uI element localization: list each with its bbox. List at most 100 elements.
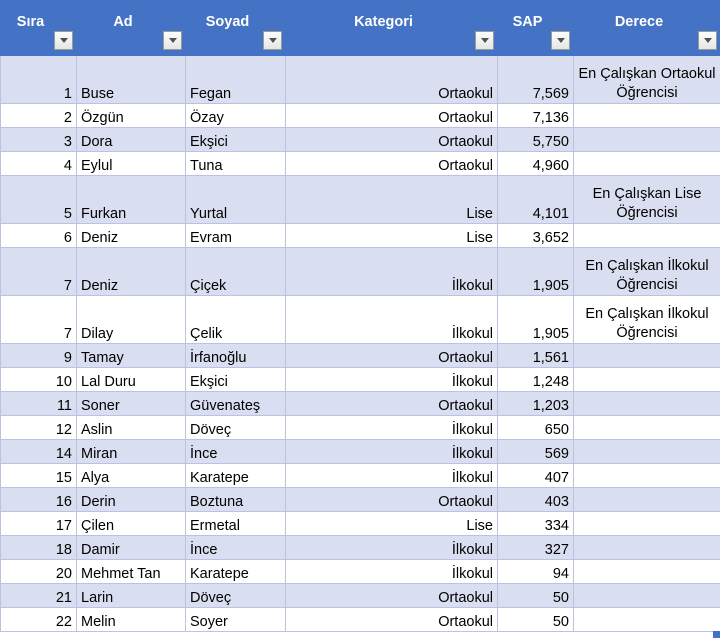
cell-soyad[interactable]: Karatepe	[185, 463, 286, 488]
cell-ad[interactable]: Mehmet Tan	[76, 559, 186, 584]
cell-soyad[interactable]: Döveç	[185, 583, 286, 608]
cell-sap[interactable]: 407	[497, 463, 574, 488]
table-row[interactable]: 11 Soner Güvenateş Ortaokul 1,203	[0, 391, 720, 416]
cell-ad[interactable]: Larin	[76, 583, 186, 608]
cell-sap[interactable]: 1,905	[497, 295, 574, 344]
cell-sap[interactable]: 1,203	[497, 391, 574, 416]
cell-soyad[interactable]: Soyer	[185, 607, 286, 632]
filter-dropdown-icon[interactable]	[263, 31, 282, 50]
cell-sira[interactable]: 18	[0, 535, 77, 560]
cell-sap[interactable]: 403	[497, 487, 574, 512]
cell-kategori[interactable]: İlkokul	[285, 367, 498, 392]
cell-sira[interactable]: 6	[0, 223, 77, 248]
cell-sira[interactable]: 14	[0, 439, 77, 464]
cell-derece[interactable]	[573, 223, 720, 248]
cell-sira[interactable]: 10	[0, 367, 77, 392]
cell-soyad[interactable]: Döveç	[185, 415, 286, 440]
column-header-soyad[interactable]: Soyad	[185, 0, 286, 56]
cell-sira[interactable]: 16	[0, 487, 77, 512]
cell-soyad[interactable]: Ekşici	[185, 127, 286, 152]
cell-kategori[interactable]: Ortaokul	[285, 103, 498, 128]
cell-soyad[interactable]: İnce	[185, 535, 286, 560]
cell-kategori[interactable]: Ortaokul	[285, 55, 498, 104]
cell-kategori[interactable]: Ortaokul	[285, 391, 498, 416]
cell-sap[interactable]: 5,750	[497, 127, 574, 152]
table-row[interactable]: 7 Deniz Çiçek İlkokul 1,905 En Çalışkan İlkok…	[0, 247, 720, 296]
cell-sap[interactable]: 1,248	[497, 367, 574, 392]
cell-kategori[interactable]: Ortaokul	[285, 583, 498, 608]
table-row[interactable]: 4 Eylul Tuna Ortaokul 4,960	[0, 151, 720, 176]
cell-sira[interactable]: 4	[0, 151, 77, 176]
cell-kategori[interactable]: İlkokul	[285, 247, 498, 296]
cell-derece[interactable]	[573, 151, 720, 176]
cell-sap[interactable]: 327	[497, 535, 574, 560]
cell-sira[interactable]: 11	[0, 391, 77, 416]
cell-soyad[interactable]: Karatepe	[185, 559, 286, 584]
cell-derece[interactable]	[573, 607, 720, 632]
cell-soyad[interactable]: Fegan	[185, 55, 286, 104]
cell-soyad[interactable]: İnce	[185, 439, 286, 464]
cell-sira[interactable]: 7	[0, 247, 77, 296]
table-row[interactable]: 10 Lal Duru Ekşici İlkokul 1,248	[0, 367, 720, 392]
cell-soyad[interactable]: Güvenateş	[185, 391, 286, 416]
cell-sap[interactable]: 650	[497, 415, 574, 440]
cell-ad[interactable]: Aslin	[76, 415, 186, 440]
cell-ad[interactable]: Deniz	[76, 247, 186, 296]
cell-sap[interactable]: 1,561	[497, 343, 574, 368]
cell-sira[interactable]: 12	[0, 415, 77, 440]
cell-sira[interactable]: 15	[0, 463, 77, 488]
cell-derece[interactable]	[573, 103, 720, 128]
cell-kategori[interactable]: Lise	[285, 511, 498, 536]
cell-ad[interactable]: Melin	[76, 607, 186, 632]
table-row[interactable]: 22 Melin Soyer Ortaokul 50	[0, 607, 720, 632]
cell-sap[interactable]: 50	[497, 583, 574, 608]
cell-sira[interactable]: 2	[0, 103, 77, 128]
cell-sira[interactable]: 21	[0, 583, 77, 608]
cell-soyad[interactable]: Özay	[185, 103, 286, 128]
filter-dropdown-icon[interactable]	[54, 31, 73, 50]
cell-sap[interactable]: 569	[497, 439, 574, 464]
table-row[interactable]: 6 Deniz Evram Lise 3,652	[0, 223, 720, 248]
cell-derece[interactable]	[573, 583, 720, 608]
cell-kategori[interactable]: Ortaokul	[285, 343, 498, 368]
table-row[interactable]: 9 Tamay İrfanoğlu Ortaokul 1,561	[0, 343, 720, 368]
column-header-sap[interactable]: SAP	[497, 0, 574, 56]
cell-sap[interactable]: 7,569	[497, 55, 574, 104]
cell-derece[interactable]	[573, 367, 720, 392]
cell-soyad[interactable]: Çiçek	[185, 247, 286, 296]
cell-kategori[interactable]: İlkokul	[285, 463, 498, 488]
table-row[interactable]: 18 Damir İnce İlkokul 327	[0, 535, 720, 560]
column-header-kategori[interactable]: Kategori	[285, 0, 498, 56]
cell-sap[interactable]: 4,101	[497, 175, 574, 224]
cell-ad[interactable]: Eylul	[76, 151, 186, 176]
cell-ad[interactable]: Furkan	[76, 175, 186, 224]
cell-soyad[interactable]: Ekşici	[185, 367, 286, 392]
cell-derece[interactable]	[573, 535, 720, 560]
filter-dropdown-icon[interactable]	[163, 31, 182, 50]
table-row[interactable]: 12 Aslin Döveç İlkokul 650	[0, 415, 720, 440]
cell-ad[interactable]: Lal Duru	[76, 367, 186, 392]
table-row[interactable]: 15 Alya Karatepe İlkokul 407	[0, 463, 720, 488]
cell-soyad[interactable]: İrfanoğlu	[185, 343, 286, 368]
cell-derece[interactable]	[573, 559, 720, 584]
cell-ad[interactable]: Özgün	[76, 103, 186, 128]
cell-ad[interactable]: Çilen	[76, 511, 186, 536]
table-resize-handle[interactable]	[713, 631, 720, 638]
cell-ad[interactable]: Deniz	[76, 223, 186, 248]
cell-kategori[interactable]: İlkokul	[285, 415, 498, 440]
table-row[interactable]: 1 Buse Fegan Ortaokul 7,569 En Çalışkan Ortao…	[0, 55, 720, 104]
cell-sira[interactable]: 1	[0, 55, 77, 104]
cell-derece[interactable]: En Çalışkan Lise Öğrencisi	[573, 175, 720, 224]
cell-kategori[interactable]: İlkokul	[285, 535, 498, 560]
cell-kategori[interactable]: Ortaokul	[285, 127, 498, 152]
cell-sap[interactable]: 7,136	[497, 103, 574, 128]
cell-sira[interactable]: 9	[0, 343, 77, 368]
filter-dropdown-icon[interactable]	[475, 31, 494, 50]
cell-sira[interactable]: 3	[0, 127, 77, 152]
cell-sap[interactable]: 94	[497, 559, 574, 584]
table-row[interactable]: 2 Özgün Özay Ortaokul 7,136	[0, 103, 720, 128]
cell-sira[interactable]: 22	[0, 607, 77, 632]
table-row[interactable]: 16 Derin Boztuna Ortaokul 403	[0, 487, 720, 512]
filter-dropdown-icon[interactable]	[698, 31, 717, 50]
column-header-sira[interactable]: Sıra	[0, 0, 77, 56]
